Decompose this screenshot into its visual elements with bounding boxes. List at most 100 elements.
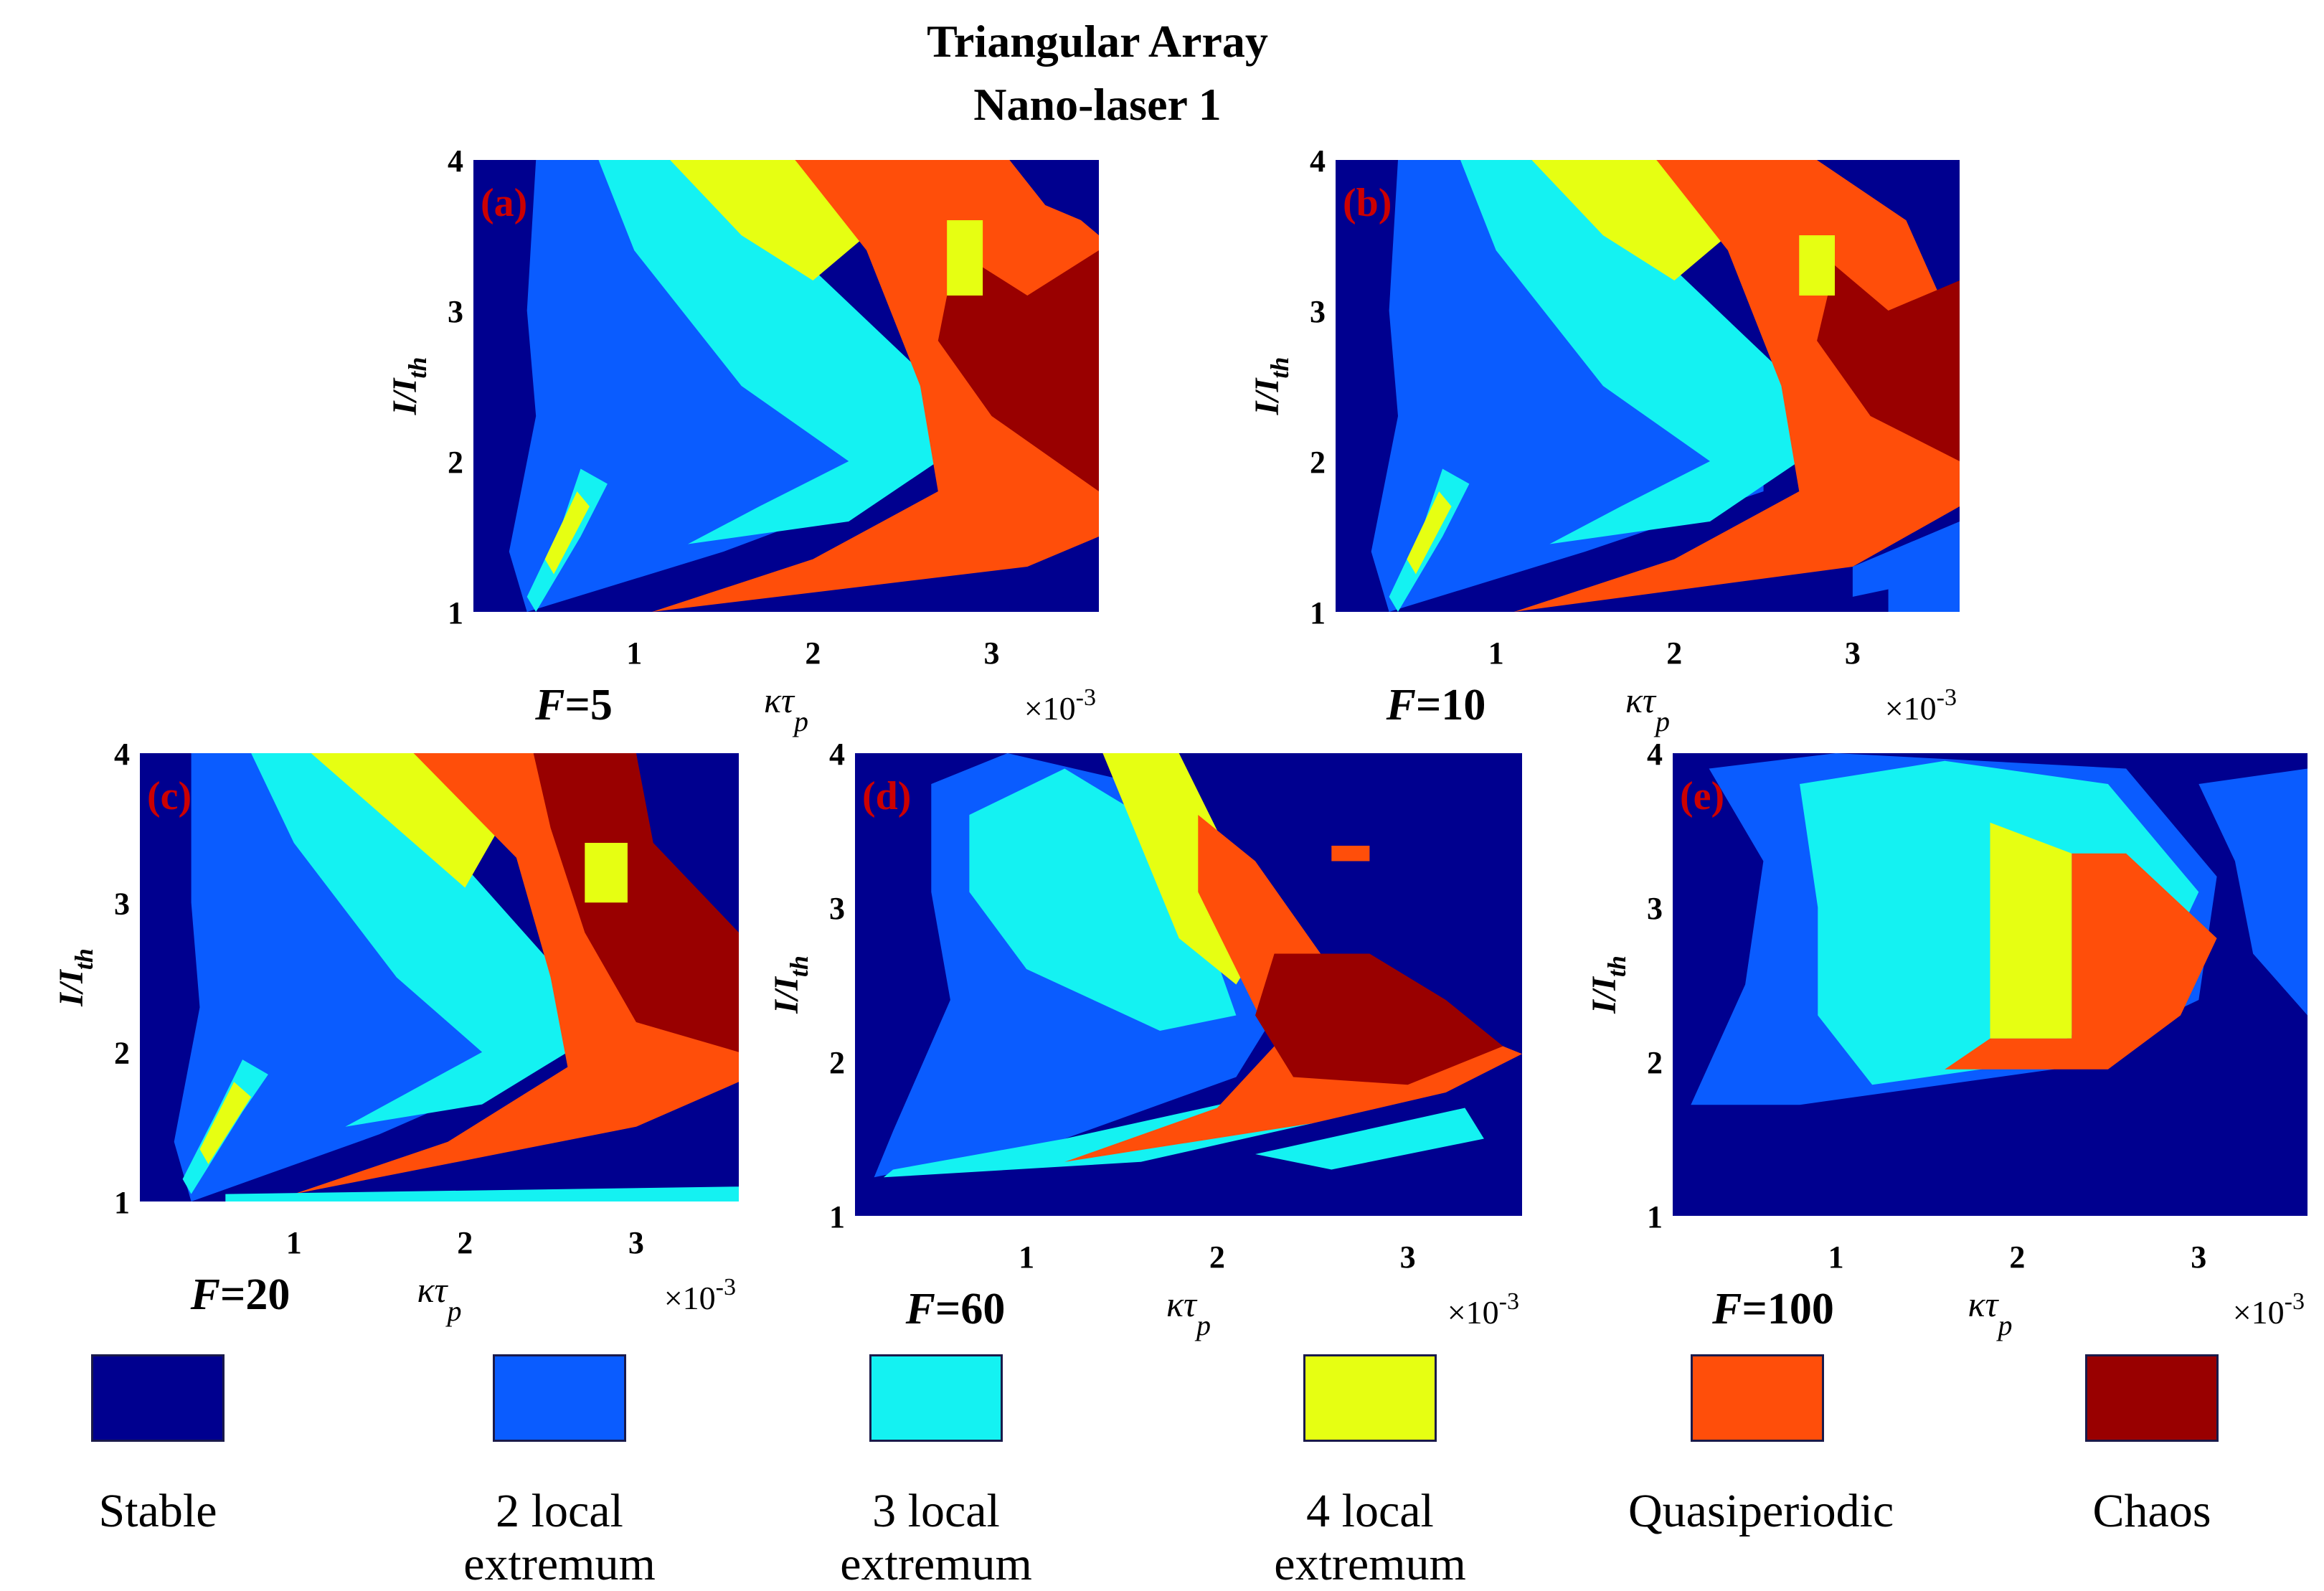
legend-swatch-4-local (1303, 1354, 1437, 1442)
region-local4 (544, 491, 590, 575)
y-tick-label: 1 (1647, 1199, 1663, 1234)
region-quasi (1945, 853, 2217, 1070)
x-tick-label: 3 (1845, 636, 1861, 671)
legend-label-stable: Stable (98, 1485, 217, 1537)
f-value-label: F=60 (905, 1285, 1006, 1333)
region-local4 (1531, 160, 1728, 280)
y-tick-label: 2 (448, 445, 463, 480)
x-tick-label: 1 (626, 636, 642, 671)
x-tick-label: 3 (1400, 1240, 1416, 1275)
f-value-label: F=10 (1386, 681, 1486, 730)
region-local3 (225, 1186, 739, 1201)
region-stable (1009, 593, 1099, 612)
y-axis-label: I/Ith (1585, 955, 1631, 1014)
y-tick-label: 3 (1647, 891, 1663, 926)
y-tick-label: 1 (114, 1185, 130, 1220)
region-stable (1817, 160, 1960, 280)
f-value-label: F=20 (190, 1270, 290, 1319)
region-local4 (311, 753, 499, 888)
y-tick-label: 3 (1310, 294, 1326, 329)
region-local4 (1799, 235, 1835, 296)
x-tick-label: 2 (2009, 1240, 2025, 1275)
region-local2 (2198, 768, 2308, 1016)
y-tick-label: 1 (1310, 595, 1326, 631)
region-stable (1009, 160, 1099, 228)
region-local4 (947, 220, 983, 296)
region-local4 (585, 843, 628, 903)
region-chaos (533, 753, 739, 1052)
y-tick-label: 1 (448, 595, 463, 631)
x-tick-label: 1 (1019, 1240, 1034, 1275)
region-local4 (1407, 491, 1452, 575)
legend-item-4-local: 4 local extremum (1241, 1354, 1499, 1591)
figure-title-line2: Nano-laser 1 (973, 79, 1222, 130)
legend-item-3-local: 3 local extremum (807, 1354, 1065, 1591)
x-tick-label: 3 (628, 1225, 644, 1260)
panel-tag: (c) (147, 774, 192, 818)
panel-tag: (d) (862, 774, 911, 818)
x-axis-multiplier: ×10-3 (2233, 1288, 2305, 1331)
y-tick-label: 3 (448, 294, 463, 329)
region-chaos (1817, 265, 1960, 461)
y-tick-label: 4 (448, 143, 463, 179)
legend-label-2-local: 2 local extremum (463, 1485, 656, 1590)
y-tick-label: 2 (1647, 1045, 1663, 1080)
panel-tag: (e) (1680, 774, 1724, 818)
region-local3 (598, 160, 938, 544)
legend-label-quasiperiodic: Quasiperiodic (1628, 1485, 1894, 1537)
region-quasi (1513, 160, 1960, 612)
x-tick-label: 2 (805, 636, 821, 671)
x-tick-label: 2 (1209, 1240, 1225, 1275)
panel-tag: (b) (1343, 181, 1392, 225)
y-tick-label: 3 (829, 891, 845, 926)
legend-label-3-local: 3 local extremum (840, 1485, 1032, 1590)
y-tick-label: 4 (114, 737, 130, 772)
y-tick-label: 4 (1310, 143, 1326, 179)
region-stable (1817, 589, 1889, 612)
legend-swatch-stable (91, 1354, 225, 1442)
y-tick-label: 2 (114, 1036, 130, 1071)
region-local4 (670, 160, 867, 280)
x-tick-label: 2 (457, 1225, 473, 1260)
legend-swatch-quasiperiodic (1691, 1354, 1824, 1442)
legend-item-quasiperiodic: Quasiperiodic (1628, 1354, 1894, 1538)
x-tick-label: 1 (1828, 1240, 1844, 1275)
region-local3 (1460, 160, 1800, 544)
y-tick-label: 1 (829, 1199, 845, 1234)
f-value-label: F=5 (534, 681, 613, 730)
region-local4 (199, 1082, 252, 1164)
region-chaos (937, 250, 1099, 491)
x-tick-label: 1 (1488, 636, 1504, 671)
region-stable (1673, 1108, 2308, 1216)
region-local3 (1255, 1108, 1484, 1170)
region-local3 (251, 753, 568, 1127)
x-tick-label: 3 (2191, 1240, 2206, 1275)
legend-item-2-local: 2 local extremum (430, 1354, 689, 1591)
y-tick-label: 2 (1310, 445, 1326, 480)
figure-title-line1: Triangular Array (927, 16, 1268, 67)
y-tick-label: 2 (829, 1045, 845, 1080)
region-quasi (1331, 846, 1370, 861)
legend-label-4-local: 4 local extremum (1274, 1485, 1466, 1590)
region-local4 (1990, 822, 2072, 1039)
panel-tag: (a) (481, 181, 527, 225)
legend-item-chaos: Chaos (2023, 1354, 2281, 1538)
y-tick-label: 3 (114, 886, 130, 921)
y-tick-label: 4 (829, 737, 845, 772)
x-tick-label: 3 (984, 636, 1000, 671)
x-axis-multiplier: ×10-3 (1024, 684, 1096, 727)
x-tick-label: 1 (286, 1225, 302, 1260)
y-tick-label: 4 (1647, 737, 1663, 772)
legend-swatch-3-local (869, 1354, 1003, 1442)
legend-swatch-2-local (493, 1354, 626, 1442)
region-local3 (969, 768, 1237, 1031)
region-chaos (1255, 953, 1503, 1085)
x-axis-label: κτp (1968, 1284, 2013, 1341)
legend-label-chaos: Chaos (2092, 1485, 2211, 1537)
f-value-label: F=100 (1711, 1285, 1834, 1333)
